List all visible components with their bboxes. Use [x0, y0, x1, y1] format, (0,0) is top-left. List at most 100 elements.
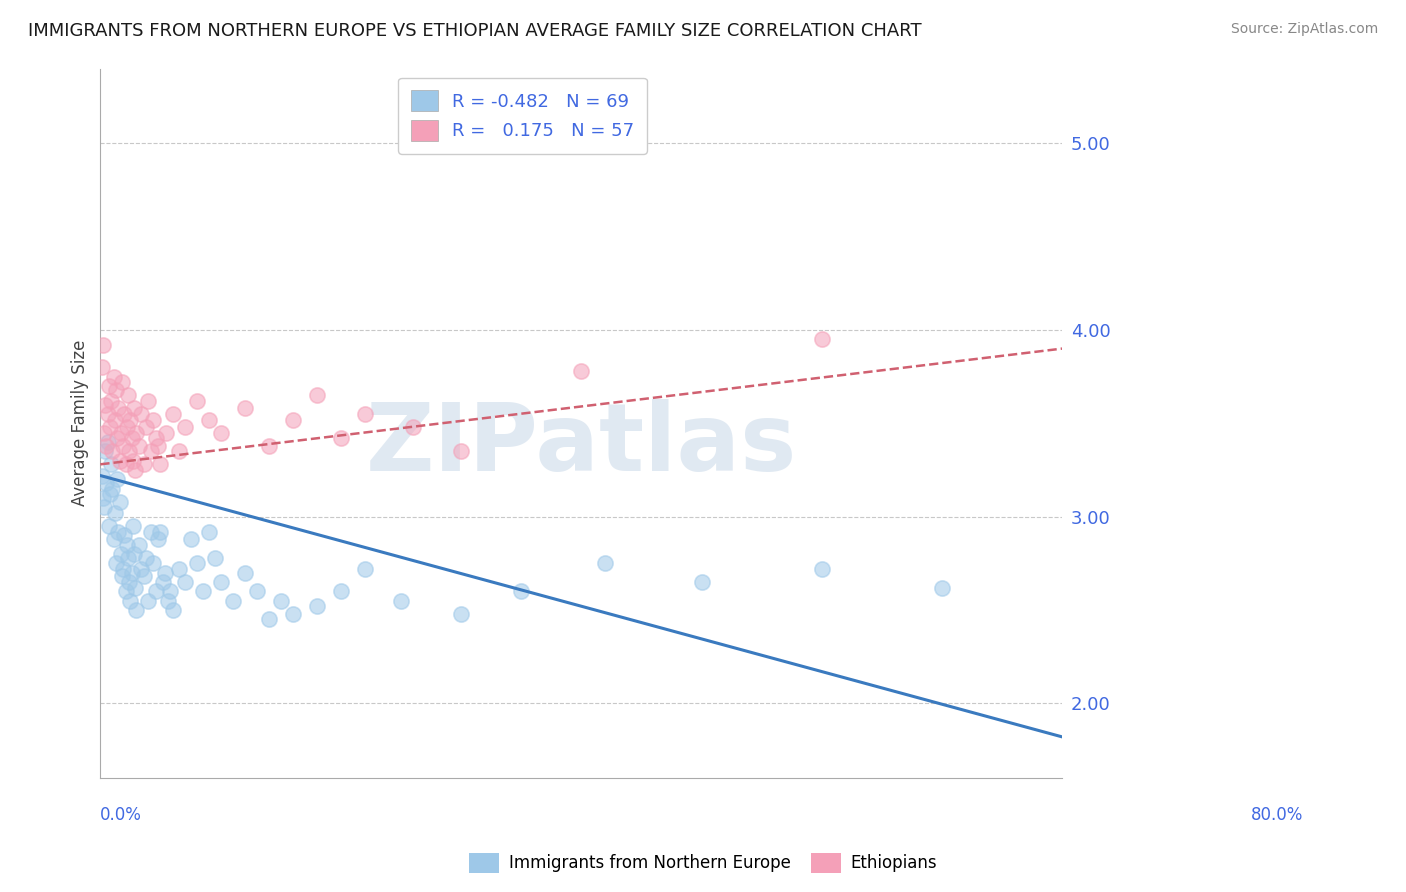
Point — [354, 562, 377, 576]
Point — [94, 444, 117, 458]
Point — [91, 338, 114, 352]
Point — [115, 538, 138, 552]
Point — [146, 439, 169, 453]
Text: ZIPatlas: ZIPatlas — [366, 399, 797, 491]
Point — [117, 388, 139, 402]
Point — [124, 581, 146, 595]
Point — [811, 562, 834, 576]
Point — [402, 420, 425, 434]
Point — [115, 420, 138, 434]
Point — [595, 556, 617, 570]
Point — [510, 584, 533, 599]
Point — [128, 439, 150, 453]
Point — [94, 398, 117, 412]
Point — [117, 550, 139, 565]
Point — [257, 439, 280, 453]
Point — [122, 547, 145, 561]
Point — [209, 425, 232, 440]
Point — [104, 556, 127, 570]
Point — [118, 574, 141, 589]
Text: 0.0%: 0.0% — [100, 806, 142, 824]
Point — [270, 593, 292, 607]
Point — [162, 603, 184, 617]
Point — [103, 369, 125, 384]
Point — [114, 584, 136, 599]
Text: Source: ZipAtlas.com: Source: ZipAtlas.com — [1230, 22, 1378, 37]
Point — [233, 566, 256, 580]
Point — [91, 491, 114, 505]
Point — [450, 444, 472, 458]
Point — [145, 584, 167, 599]
Point — [145, 431, 167, 445]
Point — [186, 556, 208, 570]
Point — [121, 519, 143, 533]
Point — [186, 393, 208, 408]
Point — [96, 475, 118, 490]
Point — [97, 434, 120, 449]
Point — [180, 532, 202, 546]
Point — [129, 562, 152, 576]
Point — [100, 458, 122, 472]
Point — [111, 375, 134, 389]
Point — [138, 393, 160, 408]
Point — [139, 444, 162, 458]
Point — [112, 407, 135, 421]
Point — [135, 420, 157, 434]
Point — [105, 431, 128, 445]
Point — [132, 569, 155, 583]
Point — [112, 528, 135, 542]
Point — [107, 401, 129, 416]
Text: IMMIGRANTS FROM NORTHERN EUROPE VS ETHIOPIAN AVERAGE FAMILY SIZE CORRELATION CHA: IMMIGRANTS FROM NORTHERN EUROPE VS ETHIO… — [28, 22, 922, 40]
Point — [121, 453, 143, 467]
Point — [142, 556, 165, 570]
Point — [110, 425, 132, 440]
Point — [93, 425, 115, 440]
Point — [146, 532, 169, 546]
Point — [98, 487, 121, 501]
Point — [167, 562, 190, 576]
Legend: Immigrants from Northern Europe, Ethiopians: Immigrants from Northern Europe, Ethiopi… — [463, 847, 943, 880]
Point — [305, 388, 328, 402]
Point — [101, 444, 124, 458]
Point — [110, 547, 132, 561]
Point — [389, 593, 412, 607]
Point — [104, 412, 127, 426]
Point — [112, 562, 135, 576]
Point — [159, 584, 181, 599]
Point — [221, 593, 243, 607]
Point — [124, 463, 146, 477]
Point — [305, 599, 328, 614]
Point — [167, 444, 190, 458]
Point — [108, 453, 131, 467]
Text: 80.0%: 80.0% — [1250, 806, 1303, 824]
Point — [112, 439, 135, 453]
Point — [125, 425, 148, 440]
Point — [173, 574, 195, 589]
Point — [108, 494, 131, 508]
Point — [104, 383, 127, 397]
Point — [450, 607, 472, 621]
Point — [96, 439, 118, 453]
Point — [204, 550, 226, 565]
Point — [120, 593, 142, 607]
Point — [93, 500, 115, 515]
Point — [690, 574, 713, 589]
Point — [97, 407, 120, 421]
Point — [246, 584, 269, 599]
Point — [354, 407, 377, 421]
Point — [191, 584, 214, 599]
Point — [281, 607, 304, 621]
Point — [135, 550, 157, 565]
Point — [931, 581, 953, 595]
Point — [105, 472, 128, 486]
Point — [233, 401, 256, 416]
Point — [257, 612, 280, 626]
Point — [122, 401, 145, 416]
Point — [197, 524, 219, 539]
Point — [103, 532, 125, 546]
Point — [569, 364, 592, 378]
Point — [90, 360, 112, 375]
Point — [197, 412, 219, 426]
Point — [128, 538, 150, 552]
Point — [129, 407, 152, 421]
